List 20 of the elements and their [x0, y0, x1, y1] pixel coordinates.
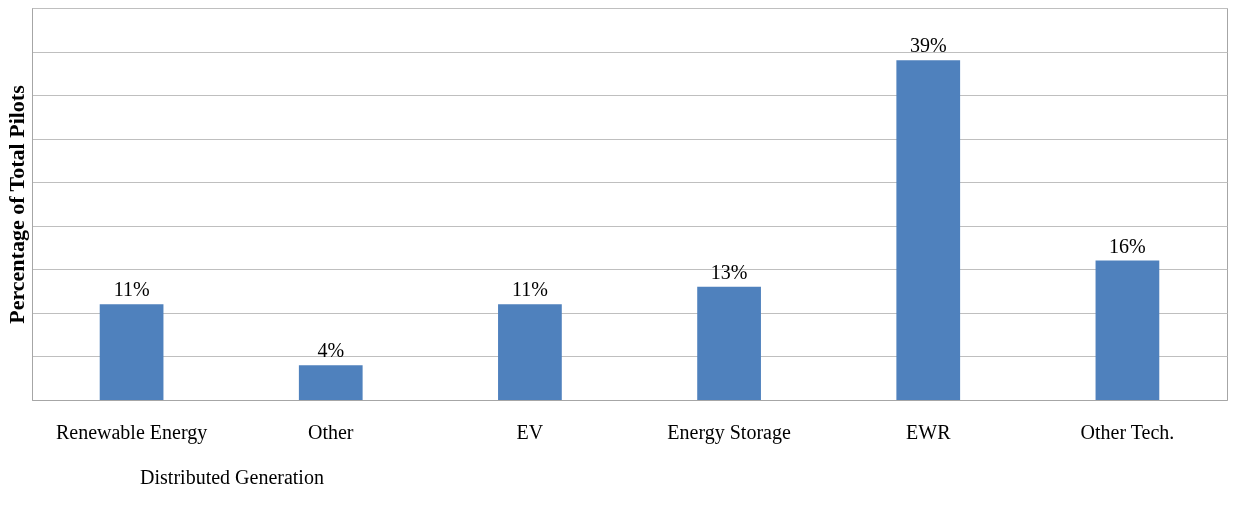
text: Distributed Generation [140, 466, 324, 488]
x-tick-label: Energy Storage [667, 420, 791, 444]
y-axis-title: Percentage of Total Pilots [3, 84, 29, 324]
data-label: 11% [113, 278, 150, 301]
x-tick-label: EWR [906, 420, 952, 443]
data-label: 4% [317, 339, 345, 362]
bar [298, 365, 363, 400]
data-label: 13% [710, 260, 748, 283]
x-tick-label: Other [307, 420, 354, 443]
bar [99, 304, 164, 400]
bar [896, 60, 961, 400]
data-label: 16% [1109, 234, 1146, 257]
bar [1095, 260, 1160, 400]
x-tick-label: Renewable Energy [55, 420, 208, 444]
data-label: 39% [909, 34, 947, 57]
x-tick-label: Other Tech. [1080, 420, 1175, 443]
x-tick-label: EV [516, 420, 544, 443]
bar [498, 304, 562, 400]
data-label: 11% [511, 278, 548, 301]
bar [697, 286, 761, 400]
